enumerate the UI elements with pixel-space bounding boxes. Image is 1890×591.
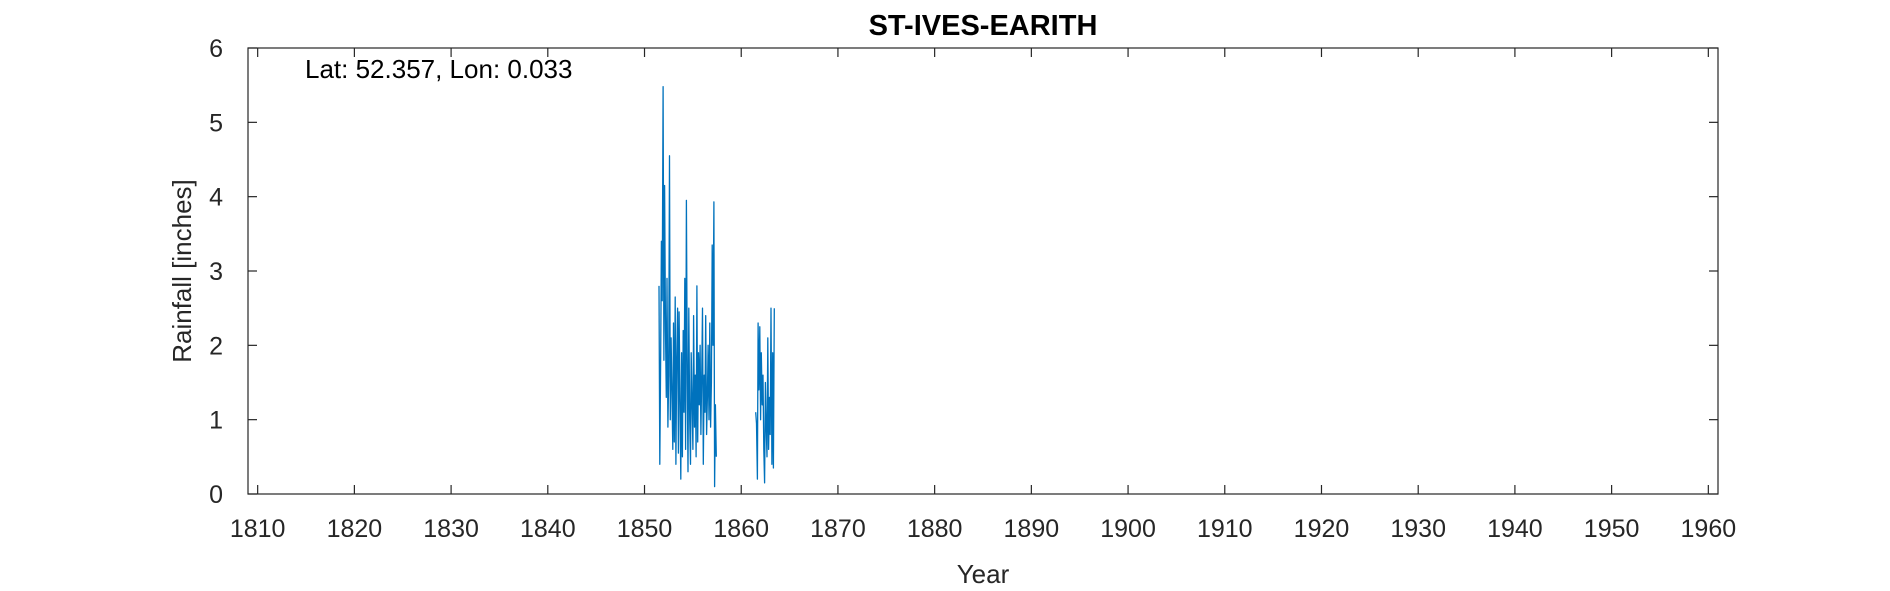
x-tick-label: 1850 — [617, 515, 673, 543]
x-axis-label: Year — [957, 559, 1010, 589]
x-tick-label: 1930 — [1390, 515, 1446, 543]
chart-title: ST-IVES-EARITH — [869, 10, 1098, 42]
y-tick-label: 5 — [209, 109, 223, 137]
x-tick-label: 1910 — [1197, 515, 1253, 543]
y-tick-label: 1 — [209, 407, 223, 435]
x-tick-label: 1920 — [1294, 515, 1350, 543]
y-tick-label: 2 — [209, 332, 223, 360]
y-tick-label: 3 — [209, 258, 223, 286]
ticks-layer: 1810 1820 1830 1840 1850 1860 1870 1880 1890 1900… — [209, 35, 1736, 543]
x-tick-label: 1830 — [423, 515, 479, 543]
x-tick-label: 1890 — [1004, 515, 1060, 543]
x-tick-label: 1950 — [1584, 515, 1640, 543]
x-tick-label: 1880 — [907, 515, 963, 543]
location-annotation: Lat: 52.357, Lon: 0.033 — [305, 54, 572, 84]
x-tick-label: 1870 — [810, 515, 866, 543]
x-tick-label: 1860 — [713, 515, 769, 543]
x-tick-label: 1840 — [520, 515, 576, 543]
x-tick-label: 1940 — [1487, 515, 1543, 543]
plot-area — [248, 48, 1718, 494]
x-tick-label: 1820 — [327, 515, 383, 543]
data-layer — [658, 86, 775, 488]
y-tick-label: 6 — [209, 35, 223, 63]
rainfall-line — [658, 86, 717, 488]
y-tick-label: 4 — [209, 184, 223, 212]
rainfall-line — [755, 307, 775, 484]
y-tick-label: 0 — [209, 481, 223, 509]
y-axis-label: Rainfall [inches] — [167, 179, 197, 363]
x-tick-label: 1900 — [1100, 515, 1156, 543]
x-tick-label: 1960 — [1681, 515, 1737, 543]
x-tick-label: 1810 — [230, 515, 286, 543]
